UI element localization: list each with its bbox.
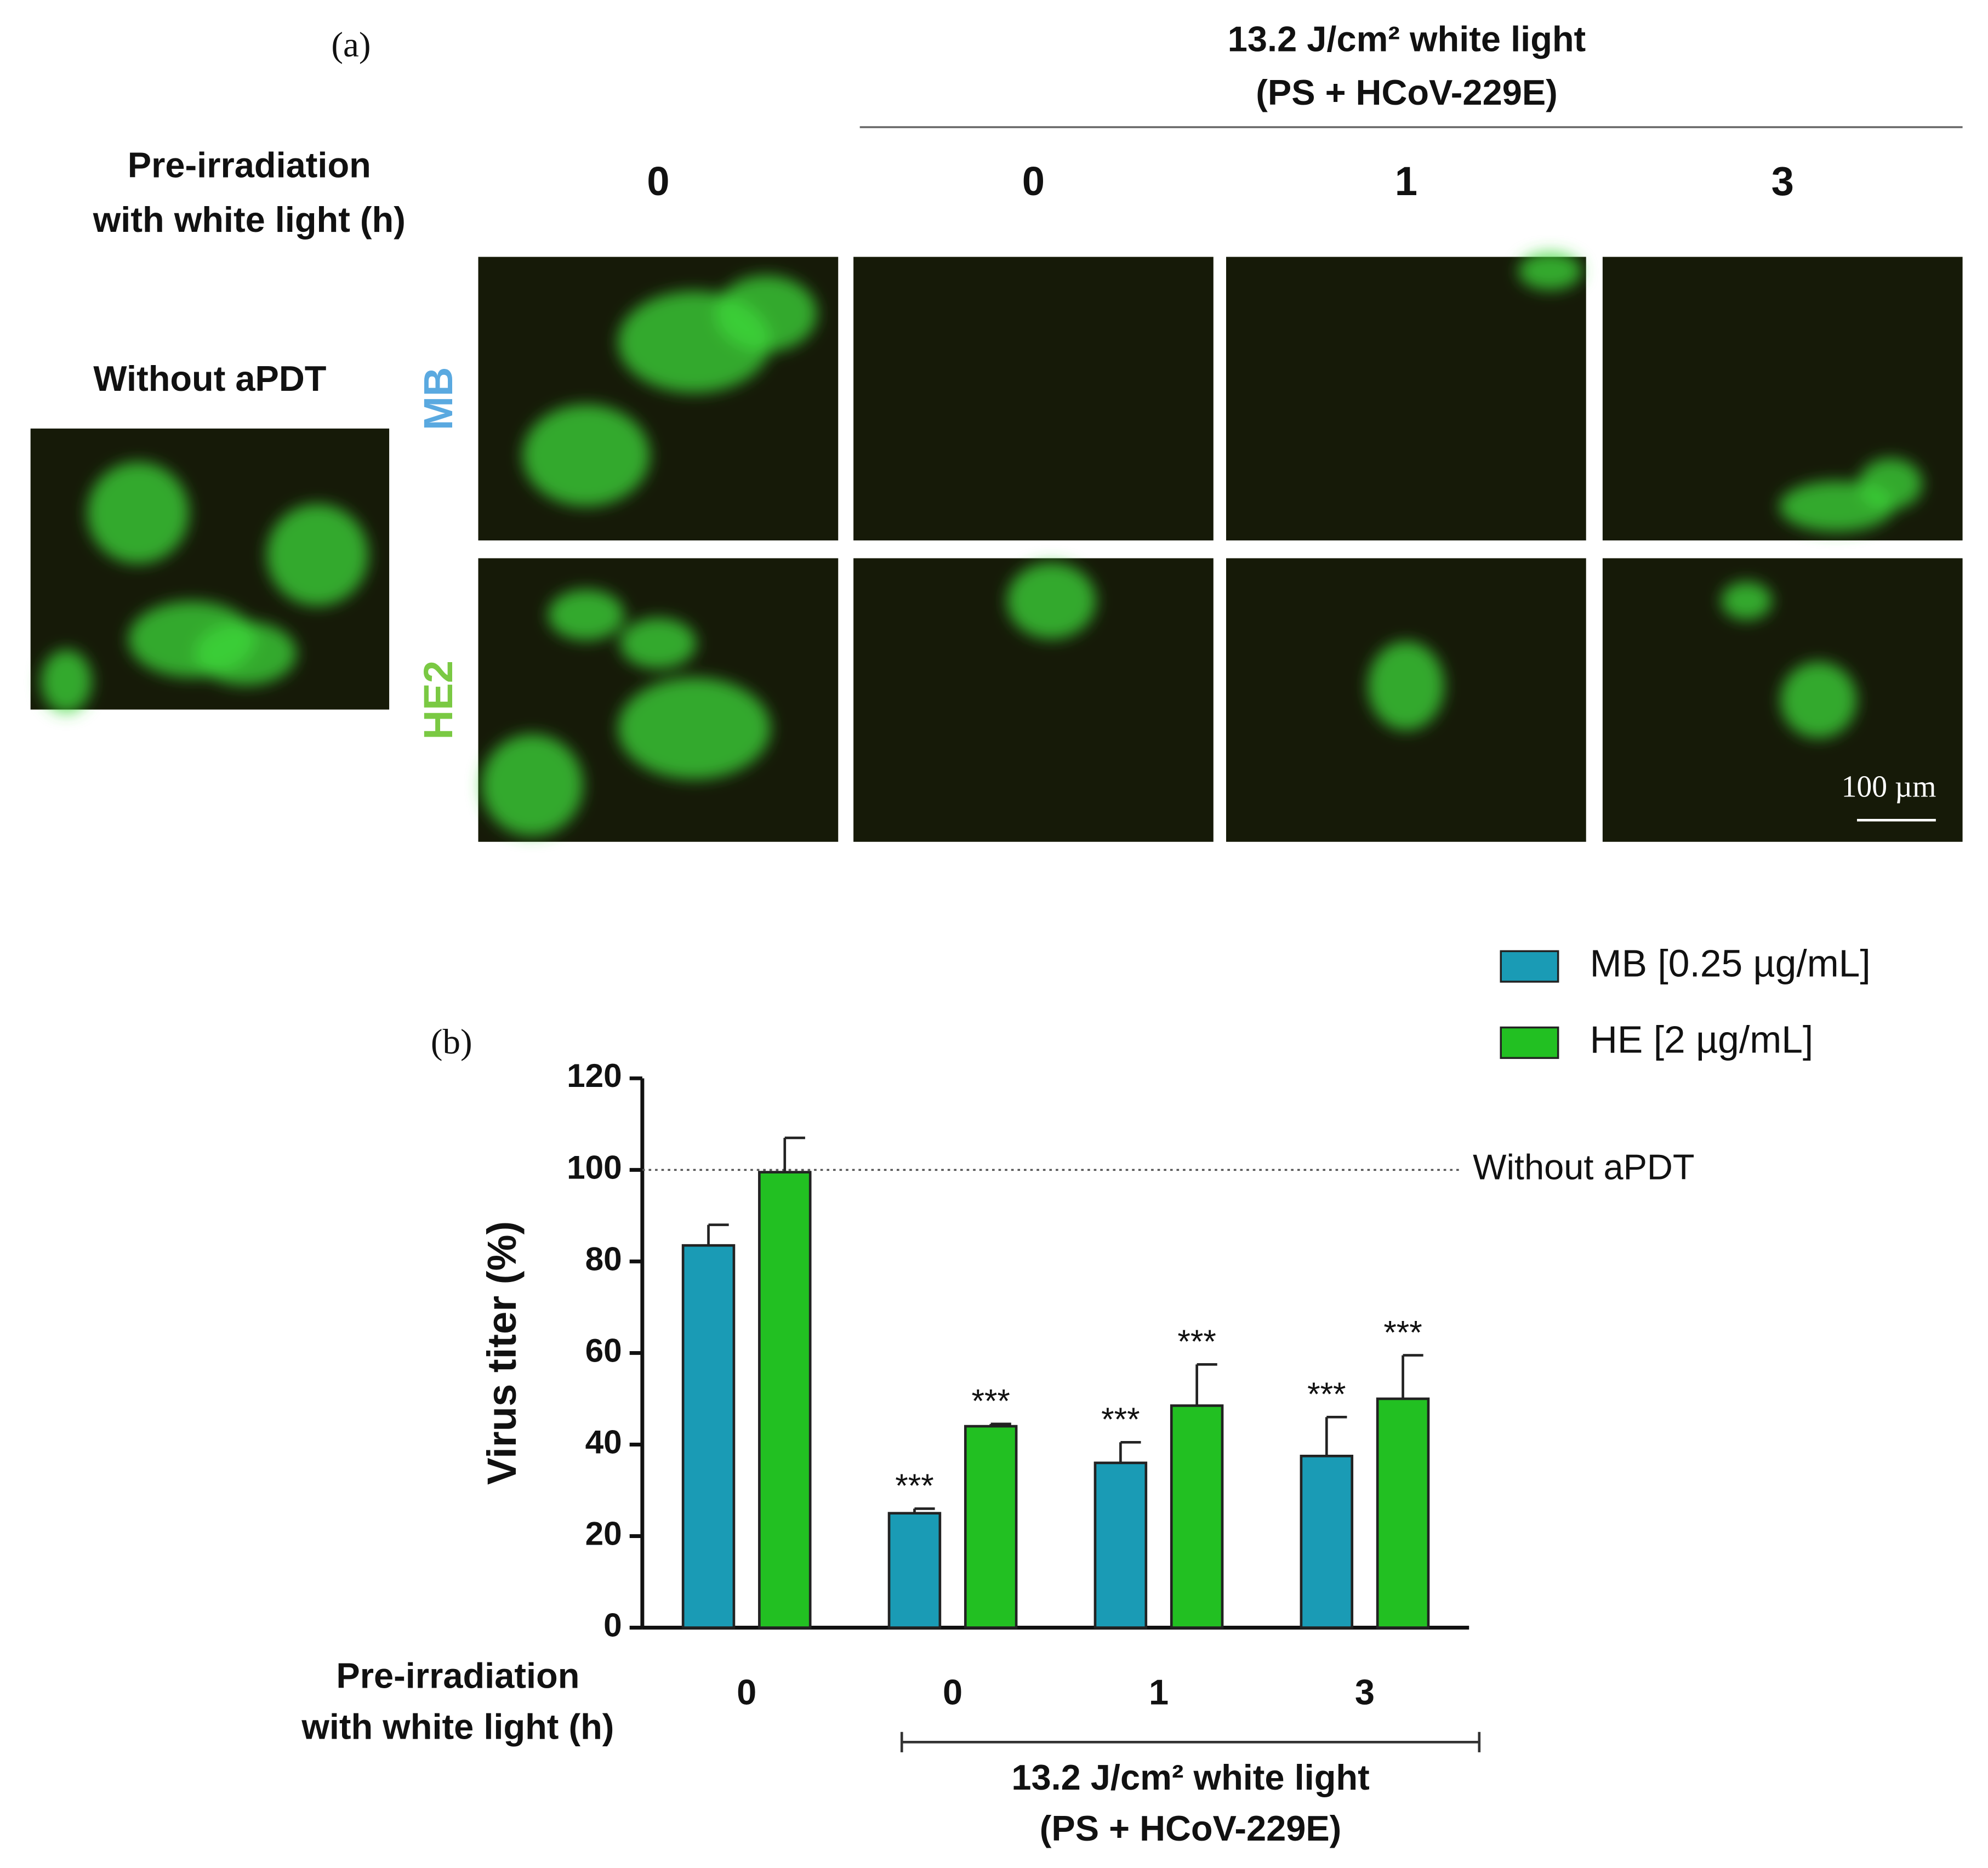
x-axis-label: Pre-irradiation xyxy=(336,1655,579,1695)
row-label: MB xyxy=(415,367,461,430)
column-label: 0 xyxy=(1022,158,1045,204)
cell-cluster xyxy=(620,618,697,669)
micrograph-cells xyxy=(1007,562,1096,639)
significance-label: *** xyxy=(1177,1323,1216,1360)
cell-cluster xyxy=(1721,582,1772,620)
y-tick-label: 100 xyxy=(567,1148,622,1186)
micrograph-cells xyxy=(41,462,369,714)
cell-cluster xyxy=(481,734,583,836)
panel-label: (a) xyxy=(331,25,371,65)
y-axis-label: Virus titer (%) xyxy=(479,1221,525,1485)
significance-label: *** xyxy=(1383,1313,1422,1351)
row-header: Pre-irradiation xyxy=(128,145,371,185)
significance-label: *** xyxy=(971,1382,1010,1420)
y-tick-label: 40 xyxy=(585,1423,622,1460)
cell-cluster xyxy=(1518,252,1582,291)
micrograph-cells xyxy=(1518,252,1582,291)
bracket-label: (PS + HCoV-229E) xyxy=(1040,1808,1342,1848)
x-tick-label: 3 xyxy=(1355,1672,1375,1712)
bar xyxy=(1093,1461,1148,1629)
legend-label: HE [2 µg/mL] xyxy=(1590,1018,1814,1061)
bar xyxy=(887,1512,942,1629)
legend-swatch xyxy=(1500,950,1559,983)
control-label: Without aPDT xyxy=(93,358,326,398)
cell-cluster xyxy=(1007,562,1096,639)
cell-cluster xyxy=(195,621,297,685)
bar xyxy=(1170,1404,1224,1629)
cell-cluster xyxy=(522,404,650,506)
cell-cluster xyxy=(87,462,189,564)
panel-label: (b) xyxy=(431,1022,472,1062)
column-label: 0 xyxy=(647,158,669,204)
column-label: 1 xyxy=(1395,158,1417,204)
cell-cluster xyxy=(1780,662,1857,738)
y-tick-label: 20 xyxy=(585,1514,622,1552)
micrograph-cells xyxy=(522,275,817,506)
row-label: HE2 xyxy=(415,660,461,739)
header: 13.2 J/cm² white light xyxy=(1228,19,1586,59)
micrograph xyxy=(853,257,1214,540)
x-tick-label: 1 xyxy=(1149,1672,1169,1712)
bar xyxy=(964,1425,1018,1629)
legend-swatch xyxy=(1500,1026,1559,1059)
x-axis-label: with white light (h) xyxy=(301,1706,614,1746)
y-tick-label: 120 xyxy=(567,1057,622,1094)
micrograph-cells xyxy=(481,589,771,836)
y-tick-label: 80 xyxy=(585,1240,622,1277)
column-label: 3 xyxy=(1771,158,1794,204)
micrograph-cells xyxy=(1721,582,1857,738)
cell-cluster xyxy=(266,504,369,606)
cell-cluster xyxy=(1859,458,1923,509)
cell-cluster xyxy=(548,589,625,641)
row-header: with white light (h) xyxy=(93,200,406,240)
reference-label: Without aPDT xyxy=(1473,1147,1694,1187)
x-tick-label: 0 xyxy=(737,1672,756,1712)
bar xyxy=(758,1171,812,1629)
cell-cluster xyxy=(1368,641,1444,731)
legend-label: MB [0.25 µg/mL] xyxy=(1590,942,1871,985)
cell-cluster xyxy=(618,677,771,779)
bar xyxy=(1300,1455,1354,1629)
micrograph xyxy=(1226,257,1586,540)
micrograph-cells xyxy=(1779,458,1923,532)
cell-cluster xyxy=(41,650,92,714)
significance-label: *** xyxy=(895,1467,933,1504)
bracket-label: 13.2 J/cm² white light xyxy=(1011,1757,1369,1797)
bar xyxy=(1376,1397,1430,1629)
cell-cluster xyxy=(715,275,817,352)
scale-bar-label: 100 µm xyxy=(1842,770,1936,804)
header: (PS + HCoV-229E) xyxy=(1256,72,1558,112)
bar xyxy=(681,1244,736,1629)
micrograph-cells xyxy=(1368,641,1444,731)
x-tick-label: 0 xyxy=(943,1672,962,1712)
y-tick-label: 0 xyxy=(603,1606,622,1643)
significance-label: *** xyxy=(1307,1375,1346,1413)
y-tick-label: 60 xyxy=(585,1331,622,1369)
significance-label: *** xyxy=(1101,1400,1140,1438)
